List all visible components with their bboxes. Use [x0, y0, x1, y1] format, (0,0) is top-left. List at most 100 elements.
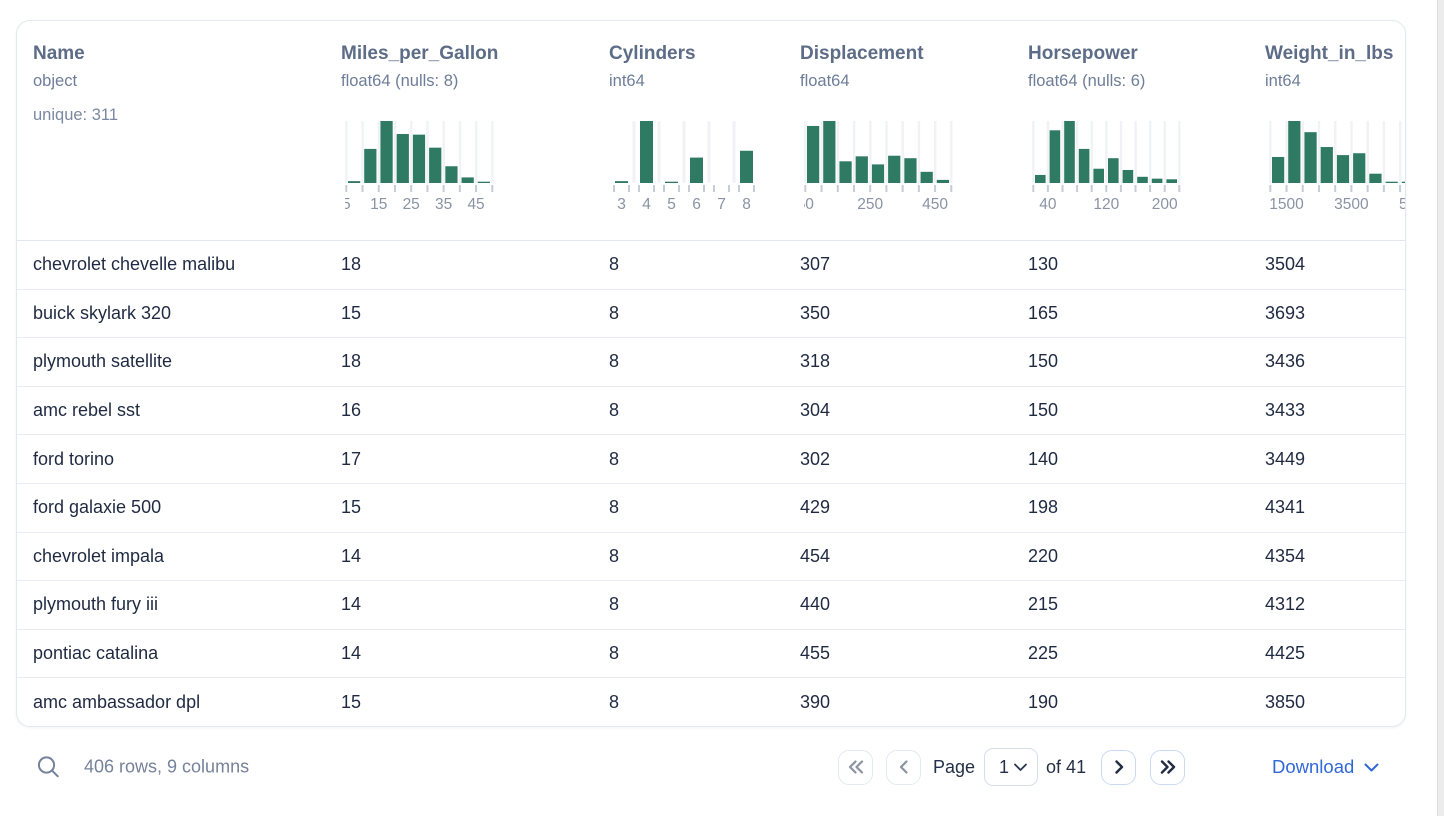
svg-text:45: 45 — [467, 196, 484, 213]
svg-text:50: 50 — [804, 196, 814, 213]
table-row[interactable]: pontiac catalina 14 8 455 225 4425 — [17, 630, 1405, 679]
table-row[interactable]: plymouth fury iii 14 8 440 215 4312 — [17, 581, 1405, 630]
svg-text:3: 3 — [617, 196, 626, 213]
chevron-down-icon — [1014, 763, 1027, 771]
cell-name: buick skylark 320 — [33, 302, 172, 323]
table-row[interactable]: amc ambassador dpl 15 8 390 190 3850 — [17, 678, 1405, 726]
svg-text:5: 5 — [667, 196, 676, 213]
page-total-label: of 41 — [1046, 756, 1087, 777]
horsepower-histogram: 40 120 200 — [1032, 121, 1181, 213]
svg-text:6: 6 — [692, 196, 701, 213]
cell-cylinders: 8 — [609, 254, 620, 275]
svg-text:200: 200 — [1152, 196, 1178, 213]
download-button[interactable]: Download — [1272, 756, 1380, 778]
search-button[interactable] — [36, 755, 61, 780]
cell-miles_per_gallon: 14 — [341, 545, 362, 566]
page-select[interactable]: 1 — [984, 748, 1039, 786]
cell-miles_per_gallon: 16 — [341, 400, 362, 421]
cell-miles_per_gallon: 18 — [341, 254, 362, 275]
svg-text:1500: 1500 — [1269, 196, 1304, 213]
column-type-label: int64 — [1265, 72, 1301, 90]
cell-name: amc ambassador dpl — [33, 692, 201, 713]
cell-displacement: 350 — [800, 302, 831, 323]
table-footer: 406 rows, 9 columns Page 1 of 41 — [16, 727, 1444, 807]
table-row[interactable]: plymouth satellite 18 8 318 150 3436 — [17, 338, 1405, 387]
svg-text:5: 5 — [345, 196, 351, 213]
svg-text:120: 120 — [1093, 196, 1119, 213]
svg-text:450: 450 — [922, 196, 948, 213]
cell-name: chevrolet impala — [33, 545, 165, 566]
cell-displacement: 440 — [800, 594, 831, 615]
cell-horsepower: 190 — [1028, 692, 1059, 713]
cell-displacement: 302 — [800, 448, 831, 469]
cell-miles_per_gallon: 15 — [341, 497, 362, 518]
column-header-cylinders: Cylinders int64 3 4 5 6 7 8 — [609, 21, 800, 240]
column-header-weight_in_lbs: Weight_in_lbs int64 1500 3500 5500 — [1265, 21, 1405, 240]
cell-displacement: 429 — [800, 497, 831, 518]
cell-weight_in_lbs: 3693 — [1265, 302, 1306, 323]
table-row[interactable]: chevrolet impala 14 8 454 220 4354 — [17, 533, 1405, 582]
svg-text:8: 8 — [742, 196, 751, 213]
cell-weight_in_lbs: 3433 — [1265, 400, 1306, 421]
svg-text:250: 250 — [857, 196, 883, 213]
cell-weight_in_lbs: 4425 — [1265, 643, 1306, 664]
cell-weight_in_lbs: 4312 — [1265, 594, 1306, 615]
histogram-container: 50 250 450 — [804, 121, 974, 217]
search-icon — [37, 756, 59, 778]
chevron-right-icon — [1114, 760, 1123, 774]
cell-name: pontiac catalina — [33, 643, 159, 664]
column-title: Miles_per_Gallon — [341, 43, 499, 64]
svg-text:3500: 3500 — [1334, 196, 1369, 213]
svg-text:7: 7 — [717, 196, 726, 213]
cell-cylinders: 8 — [609, 497, 620, 518]
cell-name: ford torino — [33, 448, 115, 469]
column-type-label: float64 (nulls: 8) — [341, 72, 459, 90]
cell-horsepower: 150 — [1028, 400, 1059, 421]
table-header-row: Name object unique: 311 Miles_per_Gallon flo… — [17, 21, 1405, 241]
displacement-histogram: 50 250 450 — [804, 121, 953, 213]
table-row[interactable]: chevrolet chevelle malibu 18 8 307 130 3504 — [17, 241, 1405, 290]
pagination: Page 1 of 41 — [838, 748, 1186, 786]
cell-weight_in_lbs: 4354 — [1265, 545, 1306, 566]
cell-miles_per_gallon: 15 — [341, 692, 362, 713]
table-row[interactable]: ford torino 17 8 302 140 3449 — [17, 435, 1405, 484]
column-title: Name — [33, 43, 85, 64]
cell-weight_in_lbs: 3850 — [1265, 692, 1306, 713]
svg-text:35: 35 — [435, 196, 452, 213]
vertical-scrollbar[interactable] — [1437, 0, 1444, 816]
table-row[interactable]: buick skylark 320 15 8 350 165 3693 — [17, 290, 1405, 339]
cell-horsepower: 130 — [1028, 254, 1059, 275]
histogram-container: 40 120 200 — [1032, 121, 1202, 217]
cell-miles_per_gallon: 18 — [341, 351, 362, 372]
cell-horsepower: 140 — [1028, 448, 1059, 469]
table-body: chevrolet chevelle malibu 18 8 307 130 3504 bu… — [17, 241, 1405, 726]
cell-cylinders: 8 — [609, 351, 620, 372]
cell-cylinders: 8 — [609, 643, 620, 664]
prev-page-button[interactable] — [886, 749, 921, 785]
cell-miles_per_gallon: 14 — [341, 643, 362, 664]
cell-name: chevrolet chevelle malibu — [33, 254, 236, 275]
cell-horsepower: 220 — [1028, 545, 1059, 566]
cell-name: plymouth fury iii — [33, 594, 159, 615]
first-page-button[interactable] — [838, 749, 873, 785]
cell-horsepower: 215 — [1028, 594, 1059, 615]
double-chevron-right-icon — [1160, 760, 1175, 774]
column-title: Horsepower — [1028, 43, 1138, 64]
column-header-horsepower: Horsepower float64 (nulls: 6) 40 120 200 — [1028, 21, 1265, 240]
table-row[interactable]: ford galaxie 500 15 8 429 198 4341 — [17, 484, 1405, 533]
cell-cylinders: 8 — [609, 692, 620, 713]
weight_in_lbs-histogram: 1500 3500 5500 — [1269, 121, 1405, 213]
svg-text:25: 25 — [403, 196, 420, 213]
last-page-button[interactable] — [1150, 749, 1186, 785]
svg-text:40: 40 — [1039, 196, 1057, 213]
page-label: Page — [933, 756, 976, 777]
cell-miles_per_gallon: 15 — [341, 302, 362, 323]
cell-displacement: 304 — [800, 400, 831, 421]
next-page-button[interactable] — [1101, 749, 1137, 785]
cell-horsepower: 225 — [1028, 643, 1059, 664]
cell-weight_in_lbs: 3436 — [1265, 351, 1306, 372]
column-title: Weight_in_lbs — [1265, 43, 1394, 64]
table-row[interactable]: amc rebel sst 16 8 304 150 3433 — [17, 387, 1405, 436]
